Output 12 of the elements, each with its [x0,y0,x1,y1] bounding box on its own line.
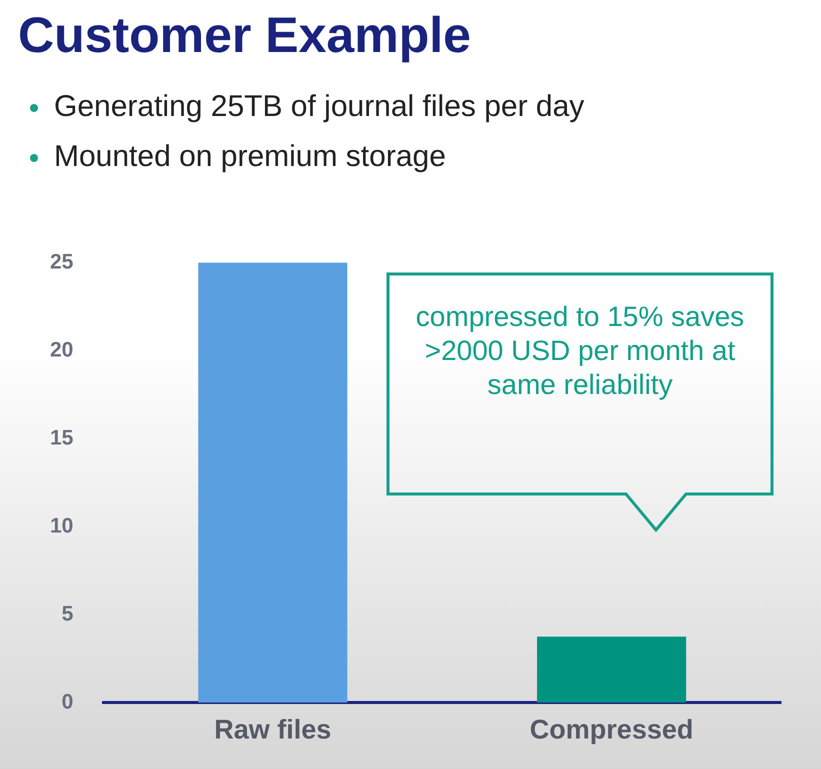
x-tick-label: Compressed [530,714,694,744]
y-tick-label: 20 [50,338,74,362]
y-tick-label: 0 [62,690,74,714]
y-tick-label: 5 [62,602,74,626]
y-tick-label: 15 [50,426,74,450]
y-tick-label: 25 [50,250,74,274]
text: Mounted on premium storage [53,139,447,175]
chart-title: Customer Example [18,6,471,64]
y-tick-label: 10 [50,514,74,538]
annotation: compressed to 15% saves >2000 USD per month at same reliability [414,300,746,402]
x-tick-label: Raw files [214,714,332,744]
text: Generating 25TB of journal files per day [53,89,584,125]
